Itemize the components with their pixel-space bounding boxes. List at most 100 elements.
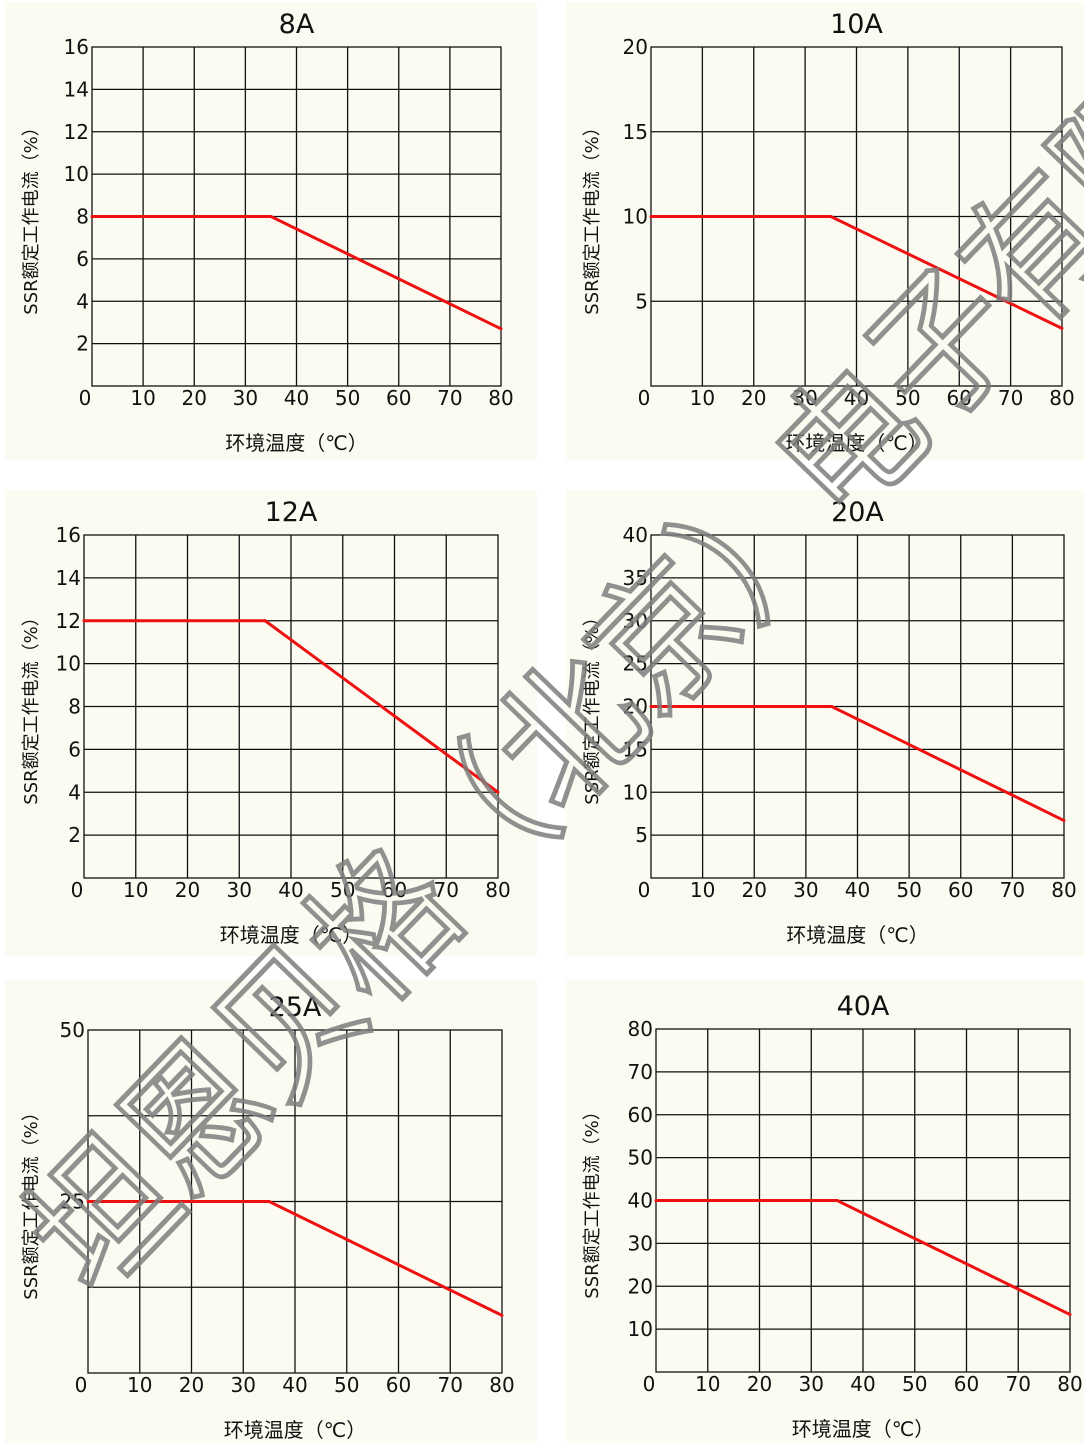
y-tick-label: 40 bbox=[628, 1189, 653, 1213]
data-point bbox=[649, 705, 653, 708]
y-tick-label: 60 bbox=[628, 1103, 653, 1127]
chart-panel bbox=[566, 980, 1084, 1443]
y-axis-label: SSR额定工作电流（%） bbox=[21, 1103, 42, 1299]
y-tick-label: 6 bbox=[76, 247, 89, 271]
x-tick-label: 30 bbox=[799, 1372, 824, 1396]
chart-25a: 10 20 30 40 50 60 70 80 0 50 25 25A 环境温度（℃） SSR额定工作电流… bbox=[5, 980, 537, 1443]
x-tick-label: 70 bbox=[434, 878, 459, 902]
x-tick-label: 40 bbox=[284, 386, 309, 410]
y-tick-label: 80 bbox=[628, 1017, 653, 1041]
y-axis-label: SSR额定工作电流（%） bbox=[21, 608, 42, 804]
x-tick-label: 50 bbox=[330, 878, 355, 902]
data-point bbox=[263, 619, 267, 623]
y-tick-label: 10 bbox=[628, 1317, 653, 1341]
x-tick-label: 10 bbox=[690, 878, 715, 902]
y-tick-label: 30 bbox=[623, 609, 648, 633]
x-tick-label: 80 bbox=[485, 878, 510, 902]
x-tick-label: 70 bbox=[998, 386, 1023, 410]
origin-label: 0 bbox=[75, 1373, 88, 1397]
y-tick-label: 50 bbox=[628, 1146, 653, 1170]
data-point bbox=[86, 1200, 90, 1203]
x-tick-label: 30 bbox=[227, 878, 252, 902]
chart-12a: 10 20 30 40 50 60 70 80 0 16 14 12 10 8 6 4 2 12A 环境温度（℃） S… bbox=[5, 490, 537, 956]
x-tick-label: 20 bbox=[182, 386, 207, 410]
chart-20a: 10 20 30 40 50 60 70 80 0 40 35 30 25 20 15 10 5 20A 环境温度（… bbox=[566, 490, 1084, 956]
data-point bbox=[82, 619, 86, 623]
x-tick-label: 50 bbox=[895, 386, 920, 410]
x-tick-label: 70 bbox=[437, 386, 462, 410]
x-tick-label: 40 bbox=[845, 878, 870, 902]
x-axis-label: 环境温度（℃） bbox=[792, 1417, 934, 1441]
chart-panel bbox=[566, 2, 1084, 460]
x-tick-label: 60 bbox=[948, 878, 973, 902]
x-tick-label: 40 bbox=[844, 386, 869, 410]
chart-panel bbox=[5, 2, 537, 460]
y-tick-label: 14 bbox=[64, 77, 89, 101]
y-tick-label: 50 bbox=[60, 1018, 85, 1042]
y-tick-label: 2 bbox=[68, 823, 81, 847]
y-tick-label: 4 bbox=[76, 289, 89, 313]
x-axis-label: 环境温度（℃） bbox=[225, 431, 367, 455]
origin-label: 0 bbox=[638, 878, 651, 902]
data-point bbox=[500, 1313, 504, 1317]
x-tick-label: 10 bbox=[130, 386, 155, 410]
x-tick-label: 50 bbox=[335, 386, 360, 410]
y-tick-label: 6 bbox=[68, 737, 81, 761]
origin-label: 0 bbox=[638, 386, 651, 410]
y-tick-label: 5 bbox=[635, 823, 648, 847]
y-tick-label: 10 bbox=[623, 780, 648, 804]
x-tick-label: 30 bbox=[793, 878, 818, 902]
origin-label: 0 bbox=[71, 878, 84, 902]
x-tick-label: 70 bbox=[1000, 878, 1025, 902]
x-tick-label: 70 bbox=[438, 1373, 463, 1397]
x-tick-label: 20 bbox=[742, 878, 767, 902]
y-tick-label: 16 bbox=[64, 35, 89, 59]
y-tick-label: 25 bbox=[623, 652, 648, 676]
x-tick-label: 60 bbox=[382, 878, 407, 902]
y-tick-label: 20 bbox=[623, 695, 648, 719]
chart-title: 40A bbox=[837, 991, 890, 1022]
y-tick-label: 14 bbox=[56, 566, 81, 590]
x-tick-label: 50 bbox=[902, 1372, 927, 1396]
y-tick-label: 20 bbox=[623, 35, 648, 59]
y-tick-label: 8 bbox=[68, 695, 81, 719]
chart-panel bbox=[5, 980, 537, 1443]
chart-8a: 10 20 30 40 50 60 70 80 0 16 14 12 10 8 6 4 2 8A 环境温度（℃） SS… bbox=[5, 2, 537, 460]
y-tick-label: 12 bbox=[64, 120, 89, 144]
x-axis-label: 环境温度（℃） bbox=[785, 431, 927, 455]
origin-label: 0 bbox=[643, 1372, 656, 1396]
plot-frame bbox=[83, 534, 499, 879]
y-tick-label: 2 bbox=[76, 332, 89, 356]
y-tick-label: 20 bbox=[628, 1274, 653, 1298]
data-point bbox=[830, 705, 834, 708]
x-tick-label: 60 bbox=[386, 1373, 411, 1397]
y-tick-label: 16 bbox=[56, 523, 81, 547]
x-tick-label: 60 bbox=[947, 386, 972, 410]
x-tick-label: 30 bbox=[233, 386, 258, 410]
x-tick-label: 80 bbox=[1051, 878, 1076, 902]
chart-40a: 10 20 30 40 50 60 70 80 0 80 70 60 50 40 30 20 10 40A 环境温度… bbox=[566, 980, 1084, 1443]
y-tick-label: 4 bbox=[68, 780, 81, 804]
y-axis-label: SSR额定工作电流（%） bbox=[21, 118, 42, 314]
data-point bbox=[654, 1199, 658, 1202]
data-point bbox=[649, 215, 653, 218]
x-tick-label: 80 bbox=[1057, 1372, 1082, 1396]
x-tick-label: 60 bbox=[954, 1372, 979, 1396]
y-tick-label: 15 bbox=[623, 737, 648, 761]
x-tick-label: 10 bbox=[690, 386, 715, 410]
y-tick-label: 10 bbox=[56, 652, 81, 676]
y-tick-label: 12 bbox=[56, 609, 81, 633]
x-tick-label: 20 bbox=[747, 1372, 772, 1396]
x-tick-label: 10 bbox=[695, 1372, 720, 1396]
chart-10a: 10 20 30 40 50 60 70 80 0 20 15 10 5 10A 环境温度（℃） SSR额定工… bbox=[566, 2, 1084, 460]
y-tick-label: 5 bbox=[635, 289, 648, 313]
data-point bbox=[1062, 819, 1066, 823]
data-point bbox=[835, 1199, 839, 1202]
x-tick-label: 20 bbox=[175, 878, 200, 902]
x-tick-label: 60 bbox=[386, 386, 411, 410]
x-tick-label: 40 bbox=[278, 878, 303, 902]
chart-title: 20A bbox=[831, 497, 884, 528]
y-tick-label: 8 bbox=[76, 205, 89, 229]
x-tick-label: 40 bbox=[850, 1372, 875, 1396]
